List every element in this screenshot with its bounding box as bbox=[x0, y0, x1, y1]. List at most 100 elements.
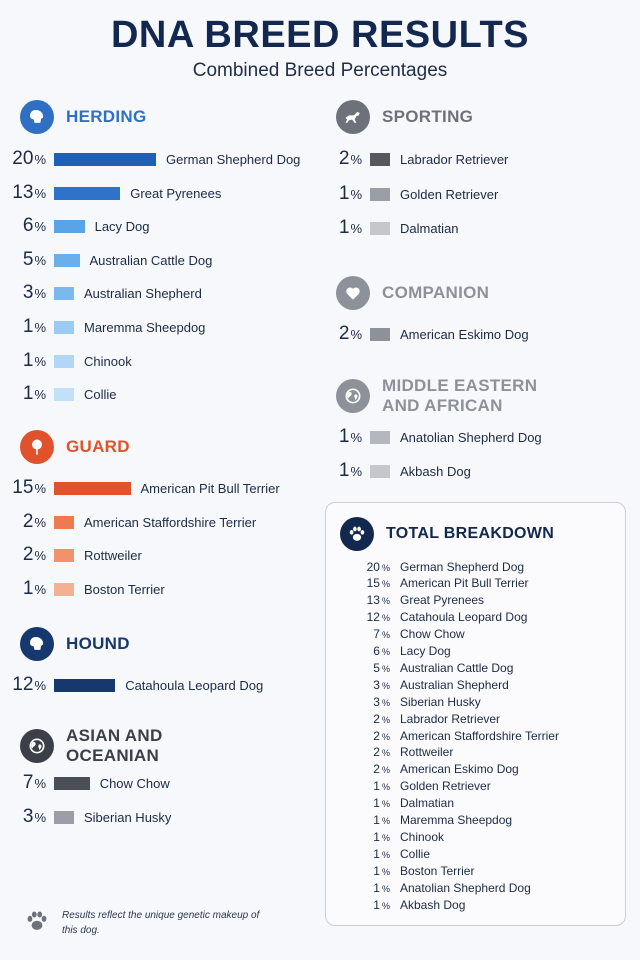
breakdown-breed-name: American Eskimo Dog bbox=[400, 762, 519, 777]
group-title: SPORTING bbox=[382, 106, 474, 126]
breakdown-breed-name: Maremma Sheepdog bbox=[400, 813, 513, 827]
percent-sign: % bbox=[34, 810, 46, 825]
breakdown-row: 15% American Pit Bull Terrier bbox=[346, 575, 529, 592]
paw-icon bbox=[340, 517, 374, 551]
breed-bar bbox=[54, 253, 80, 267]
breed-row: 1% Anatolian Shepherd Dog bbox=[320, 424, 542, 450]
group-header-hound: HOUND bbox=[20, 627, 130, 661]
breakdown-percent-value: 15 bbox=[366, 576, 380, 591]
breed-row: 15% American Pit Bull Terrier bbox=[4, 475, 280, 501]
breakdown-percent-value: 7 bbox=[373, 627, 380, 642]
breed-bar bbox=[54, 219, 85, 233]
breed-bar bbox=[54, 582, 74, 596]
breed-name: Akbash Dog bbox=[400, 463, 471, 479]
breed-bar bbox=[54, 286, 74, 300]
group-header-guard: GUARD bbox=[20, 430, 130, 464]
breakdown-percent-value: 12 bbox=[366, 610, 380, 625]
breakdown-percent-value: 1 bbox=[373, 880, 380, 895]
breed-name: Maremma Sheepdog bbox=[84, 319, 206, 335]
breakdown-percent-value: 1 bbox=[373, 897, 380, 912]
breakdown-percent: 2% bbox=[346, 745, 390, 759]
group-header-herding: HERDING bbox=[20, 100, 147, 134]
breed-name: American Eskimo Dog bbox=[400, 326, 529, 342]
breed-bar bbox=[54, 186, 121, 200]
percent-value: 6 bbox=[22, 215, 34, 236]
breakdown-breed-name: American Pit Bull Terrier bbox=[400, 576, 529, 591]
breed-name: American Staffordshire Terrier bbox=[84, 514, 257, 530]
breakdown-breed-name: Catahoula Leopard Dog bbox=[400, 610, 528, 625]
breakdown-percent: 1% bbox=[346, 898, 390, 912]
breakdown-row: 1% Boston Terrier bbox=[346, 862, 474, 879]
breakdown-row: 3% Siberian Husky bbox=[346, 693, 481, 710]
group-title: GUARD bbox=[66, 436, 130, 456]
paw-icon bbox=[27, 911, 47, 930]
breed-name: German Shepherd Dog bbox=[166, 151, 301, 167]
breakdown-row: 13% Great Pyrenees bbox=[346, 592, 484, 609]
breakdown-percent: 13% bbox=[346, 593, 390, 607]
breed-row: 2% Labrador Retriever bbox=[320, 146, 509, 172]
breakdown-breed-name: Labrador Retriever bbox=[400, 711, 501, 726]
breakdown-row: 1% Maremma Sheepdog bbox=[346, 812, 512, 829]
breed-name: Great Pyrenees bbox=[130, 185, 222, 201]
breakdown-percent-value: 1 bbox=[373, 779, 380, 794]
breed-bar bbox=[54, 515, 74, 529]
breakdown-row: 2% American Staffordshire Terrier bbox=[346, 727, 559, 744]
breakdown-percent-sign: % bbox=[381, 647, 390, 657]
breakdown-percent: 12% bbox=[346, 610, 390, 624]
breakdown-percent: 5% bbox=[346, 661, 390, 675]
breakdown-breed-name: Collie bbox=[400, 846, 431, 861]
percent-label: 1% bbox=[4, 578, 46, 600]
total-breakdown-panel: TOTAL BREAKDOWN 20% German Shepherd Dog 15… bbox=[325, 502, 626, 926]
percent-sign: % bbox=[350, 430, 362, 445]
breakdown-row: 1% Dalmatian bbox=[346, 795, 454, 812]
breakdown-percent-value: 1 bbox=[373, 863, 380, 878]
breed-name: Lacy Dog bbox=[94, 218, 150, 234]
breakdown-percent-value: 13 bbox=[366, 593, 380, 608]
breakdown-percent-value: 2 bbox=[373, 762, 380, 777]
breakdown-breed-name: Chinook bbox=[400, 829, 445, 844]
percent-label: 3% bbox=[4, 282, 46, 304]
percent-value: 2 bbox=[338, 323, 350, 344]
breed-name: Golden Retriever bbox=[400, 186, 499, 202]
breakdown-percent-sign: % bbox=[381, 849, 390, 860]
breakdown-breed-name: Boston Terrier bbox=[400, 863, 475, 878]
total-breakdown-header: TOTAL BREAKDOWN bbox=[340, 517, 554, 551]
breed-row: 12% Catahoula Leopard Dog bbox=[4, 672, 263, 698]
group-header-sporting: SPORTING bbox=[336, 100, 473, 134]
percent-sign: % bbox=[34, 186, 46, 201]
percent-value: 7 bbox=[22, 772, 34, 793]
percent-label: 1% bbox=[320, 426, 362, 448]
percent-sign: % bbox=[34, 253, 46, 268]
breed-row: 13% Great Pyrenees bbox=[4, 180, 221, 206]
percent-value: 1 bbox=[22, 383, 34, 404]
percent-label: 13% bbox=[4, 182, 46, 204]
breakdown-row: 2% American Eskimo Dog bbox=[346, 761, 519, 778]
breed-row: 1% Dalmatian bbox=[320, 215, 459, 241]
breakdown-breed-name: Siberian Husky bbox=[400, 694, 481, 709]
breed-name: Chow Chow bbox=[99, 775, 170, 791]
percent-label: 20% bbox=[4, 148, 46, 170]
breakdown-row: 7% Chow Chow bbox=[346, 626, 464, 643]
percent-sign: % bbox=[350, 187, 362, 202]
breed-row: 7% Chow Chow bbox=[4, 770, 170, 796]
percent-value: 5 bbox=[22, 249, 34, 270]
breed-bar bbox=[54, 678, 116, 692]
breed-name: American Pit Bull Terrier bbox=[140, 480, 280, 496]
breakdown-percent-sign: % bbox=[381, 596, 390, 607]
breakdown-percent-sign: % bbox=[381, 883, 390, 894]
breakdown-breed-name: Anatolian Shepherd Dog bbox=[400, 880, 531, 895]
group-header-asian-and-oceanian: ASIAN AND OCEANIAN bbox=[20, 726, 236, 767]
breakdown-row: 2% Rottweiler bbox=[346, 744, 453, 761]
dog-head-icon bbox=[20, 100, 54, 134]
breakdown-percent-sign: % bbox=[381, 816, 390, 826]
footer: Results reflect the unique genetic makeu… bbox=[24, 908, 272, 938]
breed-row: 6% Lacy Dog bbox=[4, 213, 150, 239]
percent-label: 1% bbox=[320, 460, 362, 482]
percent-sign: % bbox=[34, 320, 46, 335]
percent-sign: % bbox=[34, 354, 46, 369]
percent-value: 2 bbox=[338, 148, 350, 169]
breed-name: Chinook bbox=[84, 353, 132, 369]
percent-label: 2% bbox=[4, 544, 46, 566]
breed-bar bbox=[370, 327, 390, 341]
breakdown-breed-name: Rottweiler bbox=[400, 745, 454, 760]
